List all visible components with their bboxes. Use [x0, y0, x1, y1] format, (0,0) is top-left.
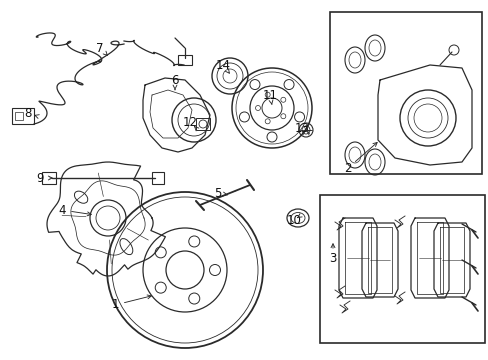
Bar	[42, 172, 56, 184]
Bar	[196, 118, 209, 130]
Text: 2: 2	[344, 162, 351, 175]
Text: 1: 1	[111, 298, 119, 311]
Text: 5: 5	[214, 186, 221, 199]
Bar	[329, 12, 481, 174]
Text: 4: 4	[58, 203, 65, 216]
Text: 6: 6	[171, 73, 179, 86]
Text: 12: 12	[182, 116, 197, 129]
Text: 3: 3	[328, 252, 336, 265]
Text: 10: 10	[286, 213, 301, 226]
Text: 14: 14	[215, 59, 230, 72]
Text: 9: 9	[36, 171, 43, 185]
Bar	[319, 195, 484, 343]
Text: 11: 11	[262, 89, 277, 102]
Text: 13: 13	[294, 122, 309, 135]
Text: 8: 8	[24, 107, 32, 120]
Bar	[152, 172, 163, 184]
Bar	[15, 112, 23, 120]
Bar	[178, 55, 192, 65]
Bar	[12, 108, 34, 124]
Text: 7: 7	[96, 41, 103, 54]
